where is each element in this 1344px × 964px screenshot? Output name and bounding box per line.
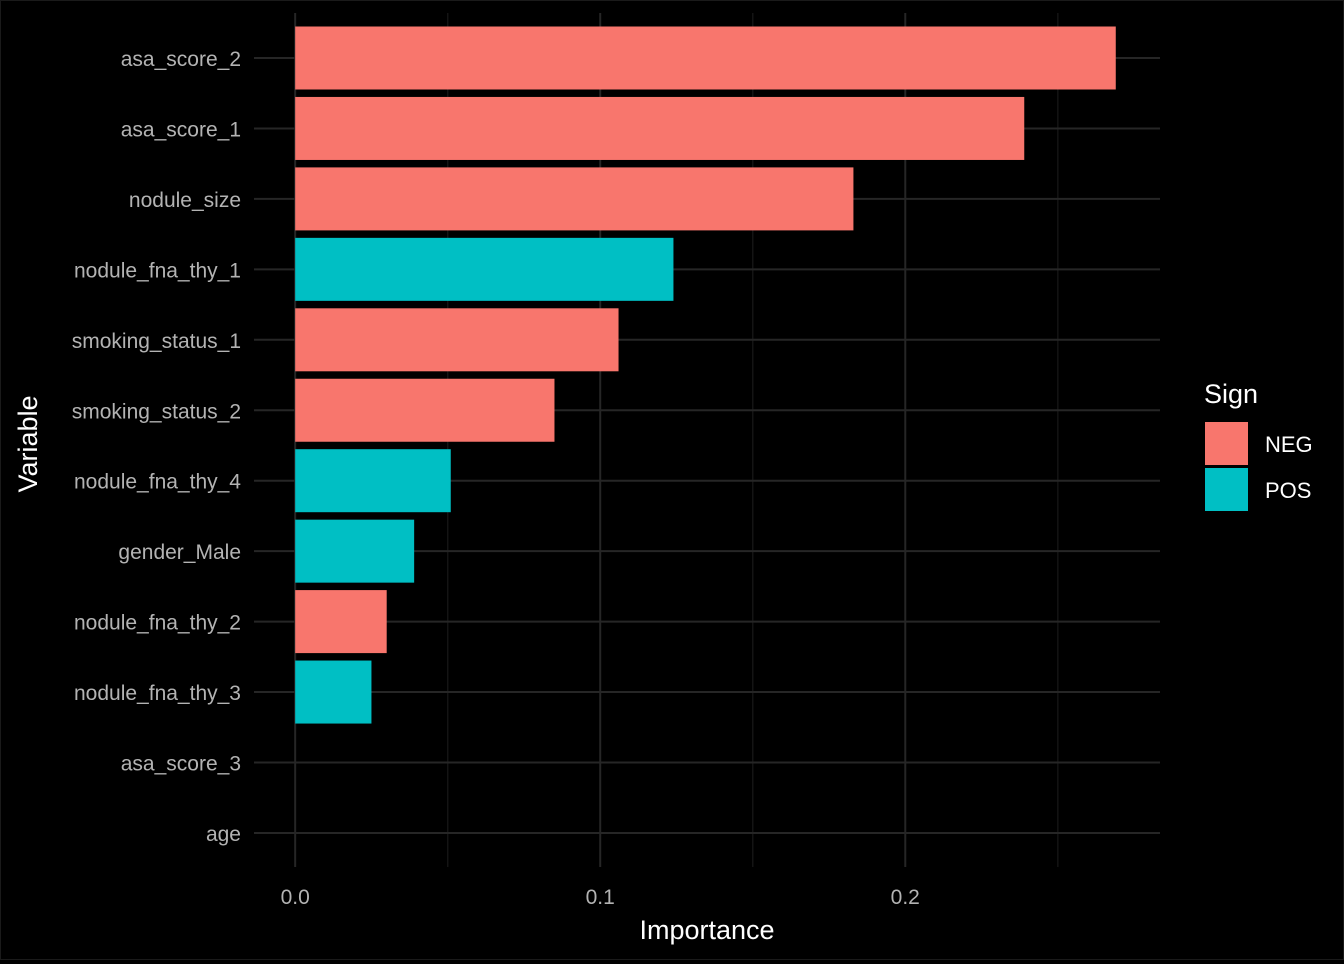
y-tick-label: nodule_fna_thy_3 [74, 682, 241, 705]
y-tick-label: nodule_fna_thy_4 [74, 471, 241, 494]
y-tick-label: smoking_status_2 [72, 400, 241, 423]
legend-key-pos [1205, 468, 1248, 511]
x-tick-label: 0.0 [281, 886, 310, 909]
bar-asa_score_2 [295, 26, 1116, 90]
legend-key-neg [1205, 422, 1248, 465]
x-tick-label: 0.1 [586, 886, 615, 909]
y-tick-label: nodule_size [129, 189, 241, 212]
y-tick-label: nodule_fna_thy_2 [74, 612, 241, 635]
legend: Sign NEG POS [1204, 379, 1313, 511]
bar-gender_Male [295, 519, 415, 583]
x-axis-title: Importance [639, 915, 774, 945]
legend-label: POS [1265, 478, 1311, 503]
bar-smoking_status_1 [295, 308, 619, 372]
x-tick-labels: 0.0 0.1 0.2 [281, 886, 920, 909]
legend-label: NEG [1265, 432, 1313, 457]
bar-nodule_size [295, 167, 854, 231]
bars [295, 26, 1116, 724]
bar-smoking_status_2 [295, 378, 555, 442]
y-tick-label: nodule_fna_thy_1 [74, 259, 241, 282]
y-tick-label: asa_score_1 [121, 118, 241, 141]
x-tick-label: 0.2 [891, 886, 920, 909]
y-tick-labels: asa_score_2 asa_score_1 nodule_size nodule_… [72, 48, 242, 846]
y-tick-label: asa_score_2 [121, 48, 241, 71]
bar-nodule_fna_thy_3 [295, 660, 372, 724]
legend-title: Sign [1204, 379, 1258, 409]
y-tick-label: age [206, 823, 241, 846]
y-tick-label: asa_score_3 [121, 753, 241, 776]
y-tick-label: gender_Male [118, 541, 241, 564]
bar-asa_score_1 [295, 96, 1025, 160]
bar-nodule_fna_thy_2 [295, 590, 387, 654]
bar-nodule_fna_thy_1 [295, 237, 674, 301]
y-tick-label: smoking_status_1 [72, 330, 241, 353]
y-axis-title: Variable [13, 395, 43, 492]
bar-nodule_fna_thy_4 [295, 449, 451, 513]
